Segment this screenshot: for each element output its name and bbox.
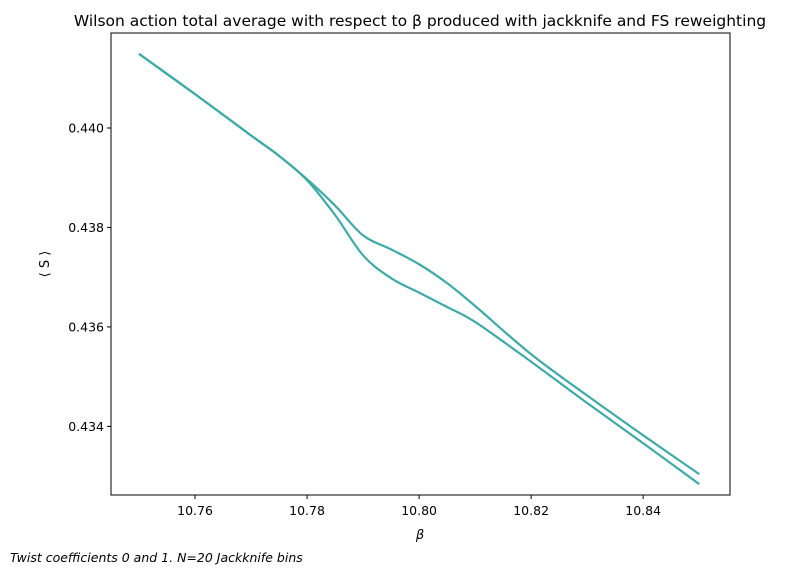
y-axis: 0.434 0.436 0.438 0.440 bbox=[68, 120, 111, 434]
plot-frame bbox=[110, 32, 731, 496]
x-axis-label: β bbox=[415, 528, 424, 543]
y-axis-label: ⟨ S ⟩ bbox=[38, 251, 53, 278]
series-line-2 bbox=[138, 52, 700, 485]
series-layer bbox=[138, 52, 700, 485]
x-tick-label: 10.80 bbox=[401, 503, 437, 518]
x-tick-label: 10.82 bbox=[513, 503, 549, 518]
y-tick-label: 0.440 bbox=[68, 120, 104, 135]
chart-title: Wilson action total average with respect… bbox=[74, 12, 766, 30]
series-line-1 bbox=[138, 52, 700, 476]
x-tick-label: 10.76 bbox=[177, 503, 213, 518]
y-tick-label: 0.436 bbox=[68, 319, 104, 334]
y-tick-label: 0.438 bbox=[68, 220, 104, 235]
chart-caption: Twist coefficients 0 and 1. N=20 Jackkni… bbox=[10, 550, 303, 565]
x-tick-label: 10.78 bbox=[289, 503, 325, 518]
y-tick-label: 0.434 bbox=[68, 419, 104, 434]
x-tick-label: 10.84 bbox=[625, 503, 661, 518]
x-axis: 10.76 10.78 10.80 10.82 10.84 bbox=[177, 495, 661, 518]
